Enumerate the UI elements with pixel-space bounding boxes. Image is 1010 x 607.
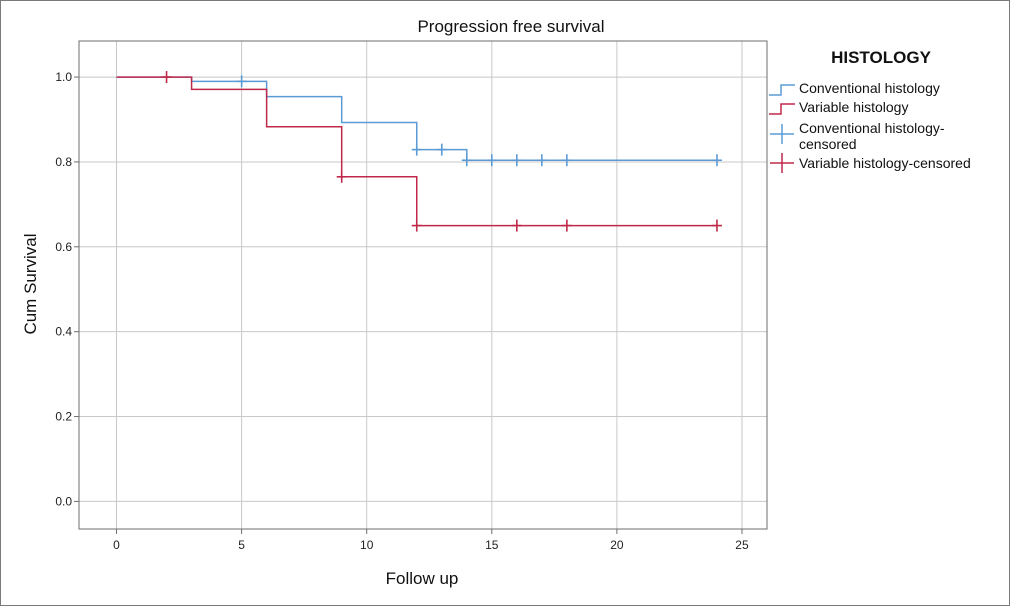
legend: Conventional histology Variable histology… [769,80,971,173]
legend-label: Variable histology-censored [799,155,971,171]
x-tick-label: 5 [238,538,245,552]
y-tick-label: 0.6 [55,240,72,254]
y-tick-label: 0.2 [55,410,72,424]
y-tick-label: 0.0 [55,494,72,508]
censor-mark-0 [236,75,247,88]
censor-mark-0 [561,154,572,167]
censor-mark-0 [461,154,472,167]
chart-title: Progression free survival [417,17,604,36]
x-tick-label: 20 [610,538,624,552]
x-tick-label: 25 [735,538,749,552]
censor-mark-1 [411,219,422,232]
censor-mark-0 [436,143,447,156]
legend-label: Conventional histology- [799,120,945,136]
censor-mark-0 [511,154,522,167]
censor-mark-0 [536,154,547,167]
x-tick-label: 10 [360,538,374,552]
censor-mark-1 [161,71,172,84]
y-tick-label: 1.0 [55,70,72,84]
legend-entry-2: Conventional histology-censored [770,120,945,152]
legend-entry-0: Conventional histology [769,80,940,96]
y-axis-title: Cum Survival [21,233,40,334]
legend-label-cont: censored [799,136,857,152]
grid [79,41,767,529]
series-lines [116,76,717,227]
censor-marks [161,71,722,232]
x-tick-label: 0 [113,538,120,552]
y-tick-label: 0.8 [55,155,72,169]
legend-title: HISTOLOGY [831,48,931,67]
legend-entry-3: Variable histology-censored [770,153,971,173]
x-tick-label: 15 [485,538,499,552]
censor-mark-1 [711,219,722,232]
plot-frame [78,40,768,530]
censor-mark-0 [411,143,422,156]
legend-step-symbol [769,84,795,96]
y-axis-ticks: 0.0 0.2 0.4 0.6 0.8 1.0 [55,70,79,508]
series-line-1 [116,76,717,227]
censor-mark-1 [336,170,347,183]
x-axis-title: Follow up [386,569,459,588]
legend-label: Variable histology [799,99,908,115]
censor-mark-0 [711,154,722,167]
censor-mark-1 [561,219,572,232]
x-axis-ticks: 0 5 10 15 20 25 [113,529,749,552]
legend-label: Conventional histology [799,80,940,96]
censor-mark-0 [486,154,497,167]
legend-step-symbol [769,103,795,115]
y-tick-label: 0.4 [55,325,72,339]
legend-entry-1: Variable histology [769,99,908,115]
censor-mark-1 [511,219,522,232]
